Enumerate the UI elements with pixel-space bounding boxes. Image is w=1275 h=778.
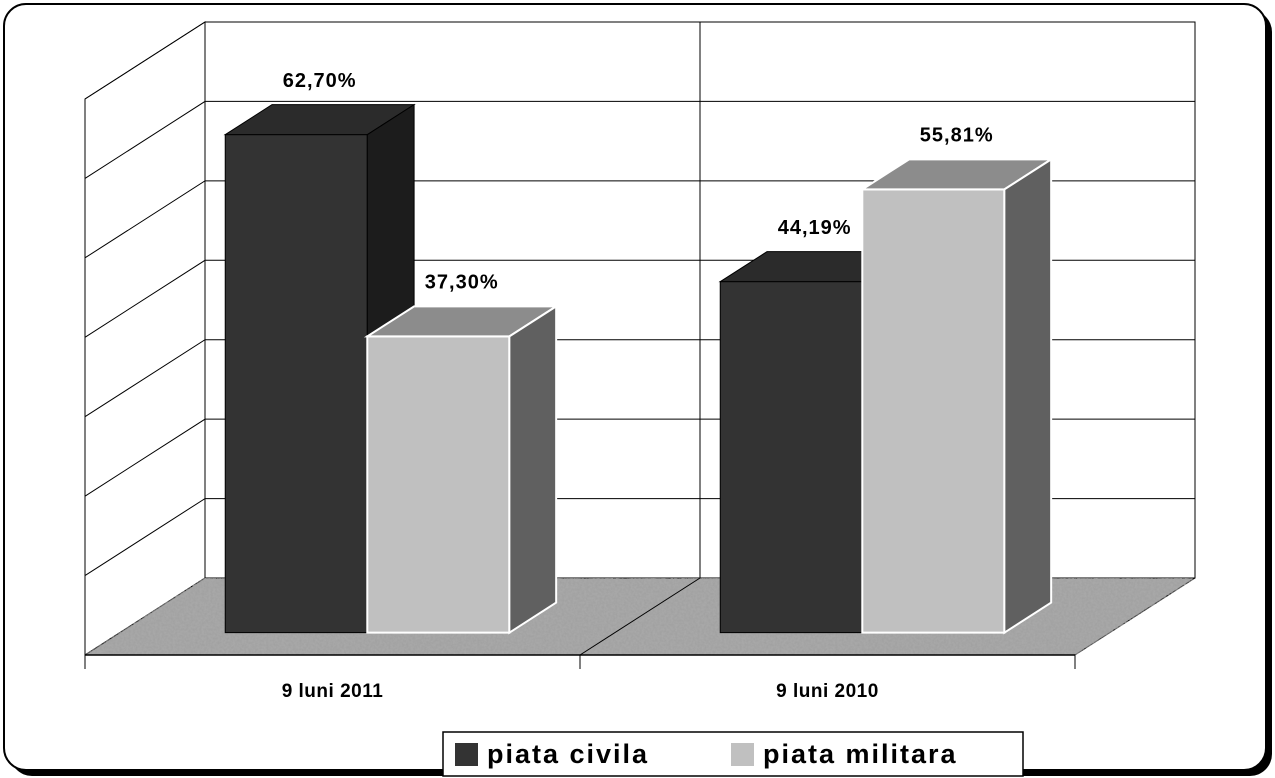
legend-label: piata civila [487,739,649,769]
floor-divider [579,577,701,656]
value-label: 37,30% [425,272,499,294]
value-label: 62,70% [283,70,357,92]
value-label: 55,81% [920,125,994,147]
grid-line [84,180,1195,259]
legend-label: piata militara [763,739,958,769]
legend: piata civila piata militara [442,731,1024,777]
grid-line [84,21,1195,100]
bar [858,157,1055,635]
grid-line [84,100,1195,179]
plot-area: 62,70% 37,30% 9 luni 2011 44,19% 55,81% 9 lun… [83,21,1197,702]
legend-swatch [731,743,754,766]
value-label: 44,19% [778,217,852,239]
bar-side [1003,157,1053,635]
x-tick-label: 9 luni 2010 [776,681,879,702]
legend-swatch [455,743,478,766]
bar-front [719,281,863,634]
x-tick-label: 9 luni 2011 [282,681,384,702]
bar-front [224,134,368,634]
bar-front [366,335,511,634]
bar [363,304,560,635]
bar-side [508,304,558,635]
side-wall [84,21,206,656]
bar-front [861,188,1006,634]
